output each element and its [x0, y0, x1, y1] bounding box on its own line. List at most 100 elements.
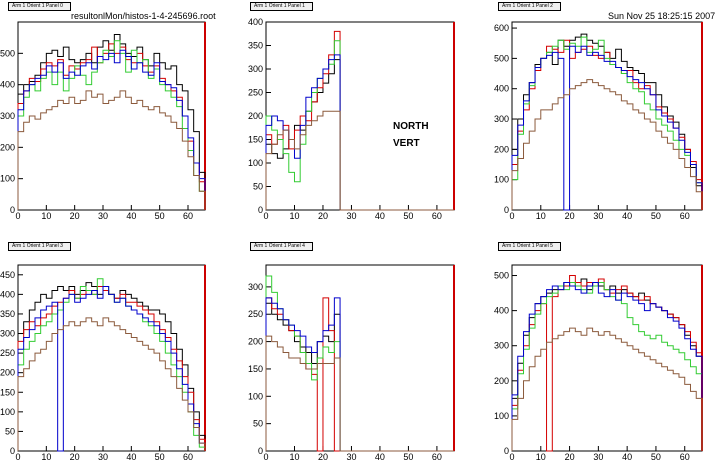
y-tick-label: 100	[248, 391, 263, 401]
panel-tab-3[interactable]: Arm 1 Orient 1 Panel 3	[8, 242, 71, 251]
series-brown-panel-2	[511, 79, 703, 210]
x-tick-label: 30	[98, 452, 108, 461]
x-tick-label: 40	[375, 452, 385, 461]
y-tick-label: 0	[10, 446, 15, 456]
series-red-panel-4	[265, 297, 454, 452]
x-tick-label: 20	[70, 211, 80, 221]
x-tick-label: 0	[509, 211, 514, 221]
series-brown-panel-5	[511, 327, 703, 451]
y-tick-label: 400	[494, 306, 509, 316]
plot-frame-5	[511, 264, 703, 452]
y-tick-label: 50	[253, 182, 263, 192]
annotation-vert: VERT	[393, 138, 420, 149]
x-tick-label: 30	[593, 452, 603, 461]
series-red-panel-0	[17, 43, 206, 210]
x-tick-label: 10	[41, 452, 51, 461]
y-tick-label: 500	[494, 271, 509, 281]
y-tick-label: 300	[494, 341, 509, 351]
x-tick-label: 60	[680, 211, 690, 221]
panel-tab-5[interactable]: Arm 1 Orient 1 Panel 5	[498, 242, 561, 251]
x-tick-label: 40	[126, 452, 136, 461]
y-tick-label: 350	[0, 309, 15, 319]
y-tick-label: 250	[248, 309, 263, 319]
x-tick-label: 60	[680, 452, 690, 461]
x-tick-label: 60	[183, 452, 193, 461]
y-tick-label: 100	[494, 175, 509, 185]
x-tick-label: 20	[318, 211, 328, 221]
y-tick-label: 450	[0, 270, 15, 280]
x-tick-label: 50	[651, 211, 661, 221]
y-tick-label: 200	[248, 337, 263, 347]
y-tick-label: 400	[0, 80, 15, 90]
x-tick-label: 40	[375, 211, 385, 221]
x-tick-label: 20	[70, 452, 80, 461]
y-tick-label: 300	[0, 111, 15, 121]
series-brown-panel-0	[17, 90, 206, 210]
series-brown-panel-4	[265, 335, 454, 452]
series-brown-panel-3	[17, 317, 206, 451]
y-tick-label: 200	[494, 376, 509, 386]
y-tick-label: 400	[0, 289, 15, 299]
x-tick-label: 60	[432, 211, 442, 221]
y-tick-label: 200	[494, 144, 509, 154]
y-tick-label: 0	[10, 205, 15, 215]
y-tick-label: 150	[248, 135, 263, 145]
x-tick-label: 0	[15, 211, 20, 221]
x-tick-label: 30	[593, 211, 603, 221]
panel-tab-4[interactable]: Arm 1 Orient 1 Panel 4	[250, 242, 313, 251]
series-black-panel-0	[17, 34, 206, 210]
x-tick-label: 0	[263, 452, 268, 461]
x-tick-label: 10	[536, 211, 546, 221]
x-tick-label: 50	[155, 211, 165, 221]
x-tick-label: 30	[98, 211, 108, 221]
x-tick-label: 40	[622, 211, 632, 221]
y-tick-label: 0	[258, 446, 263, 456]
x-tick-label: 20	[565, 452, 575, 461]
series-blue-panel-4	[265, 297, 454, 452]
y-tick-label: 150	[248, 364, 263, 374]
y-tick-label: 200	[0, 142, 15, 152]
y-tick-label: 150	[0, 387, 15, 397]
y-tick-label: 300	[494, 114, 509, 124]
series-green-panel-4	[265, 275, 454, 452]
x-tick-label: 20	[318, 452, 328, 461]
series-green-panel-0	[17, 40, 206, 210]
series-blue-panel-2	[511, 45, 703, 211]
y-tick-label: 250	[0, 348, 15, 358]
x-tick-label: 50	[651, 452, 661, 461]
panel-tab-1[interactable]: Arm 1 Orient 1 Panel 1	[250, 2, 313, 11]
y-tick-label: 200	[248, 111, 263, 121]
y-tick-label: 500	[494, 53, 509, 63]
panel-tab-0[interactable]: Arm 1 Orient 1 Panel 0	[8, 2, 71, 11]
y-tick-label: 500	[0, 48, 15, 58]
panel-tab-2[interactable]: Arm 1 Orient 1 Panel 2	[498, 2, 561, 11]
x-tick-label: 30	[346, 211, 356, 221]
x-tick-label: 40	[126, 211, 136, 221]
y-tick-label: 400	[248, 17, 263, 27]
x-tick-label: 20	[565, 211, 575, 221]
y-tick-label: 50	[253, 419, 263, 429]
y-tick-label: 0	[504, 205, 509, 215]
y-tick-label: 200	[0, 368, 15, 378]
x-tick-label: 10	[289, 211, 299, 221]
y-tick-label: 300	[248, 64, 263, 74]
x-tick-label: 50	[155, 452, 165, 461]
x-tick-label: 0	[509, 452, 514, 461]
x-tick-label: 10	[289, 452, 299, 461]
series-blue-panel-3	[17, 286, 206, 452]
y-tick-label: 0	[258, 205, 263, 215]
y-tick-label: 100	[0, 407, 15, 417]
x-tick-label: 60	[432, 452, 442, 461]
x-tick-label: 40	[622, 452, 632, 461]
x-tick-label: 0	[263, 211, 268, 221]
y-tick-label: 0	[504, 446, 509, 456]
file-label: resultonlMon/histos-1-4-245696.root	[71, 11, 216, 21]
x-tick-label: 10	[536, 452, 546, 461]
series-green-panel-5	[511, 282, 703, 451]
x-tick-label: 50	[403, 452, 413, 461]
y-tick-label: 100	[0, 174, 15, 184]
y-tick-label: 300	[248, 282, 263, 292]
y-tick-label: 400	[494, 84, 509, 94]
